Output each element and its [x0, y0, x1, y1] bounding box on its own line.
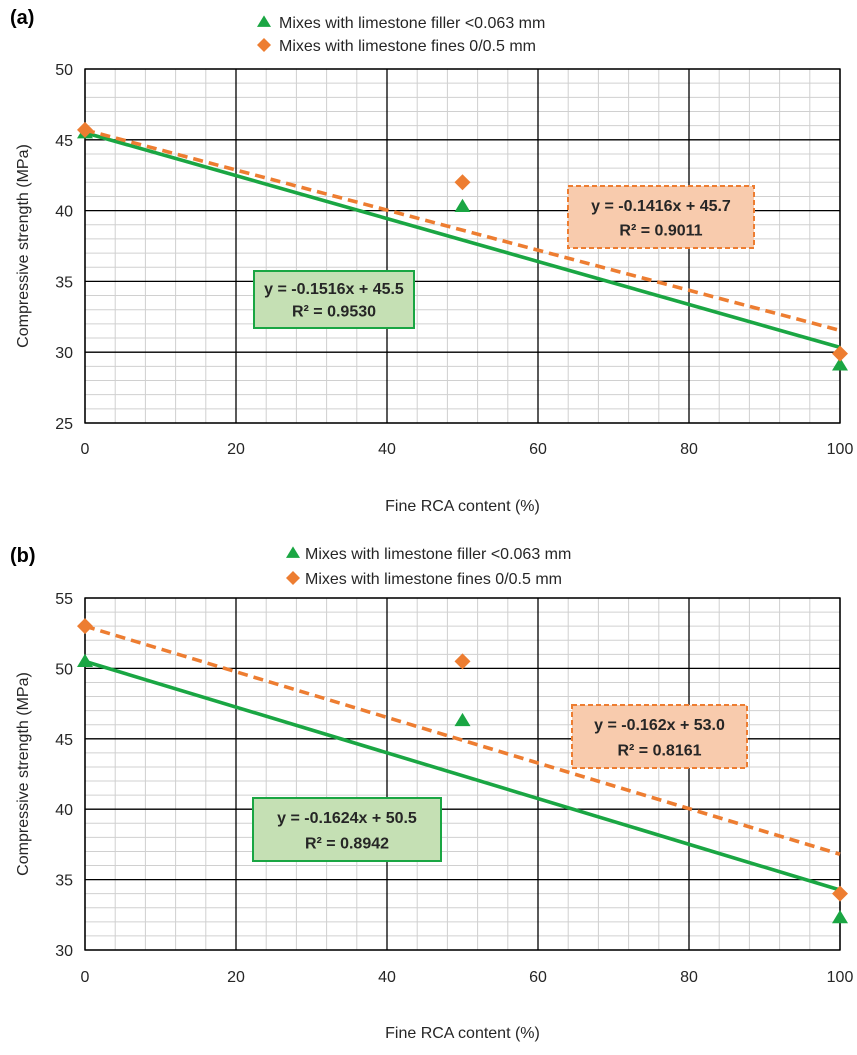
panel-label: (b) [10, 545, 36, 567]
y-tick-label: 35 [55, 274, 73, 291]
series-filler [84, 659, 841, 892]
equation-box-frame [253, 270, 415, 329]
trendline-equation-box: y = -0.162x + 53.0 R² = 0.8161 [571, 704, 748, 769]
x-tick-label: 20 [227, 441, 245, 458]
data-point-triangle [454, 198, 471, 212]
x-tick-label: 40 [378, 969, 396, 986]
plot-border [84, 68, 841, 424]
x-tick-label: 60 [529, 441, 547, 458]
x-axis-title: Fine RCA content (%) [385, 1025, 540, 1042]
y-tick-label: 35 [55, 873, 73, 890]
legend-marker [286, 571, 300, 585]
legend-label: Mixes with limestone filler <0.063 mm [279, 15, 545, 32]
markers-fines [77, 121, 848, 362]
legend: Mixes with limestone filler <0.063 mm Mix… [257, 15, 545, 55]
y-tick-label: 40 [55, 802, 73, 819]
equation-box-frame [252, 797, 442, 862]
data-point-diamond [832, 885, 848, 902]
chart-panel: 0 20 40 60 80 100 30 35 40 45 50 55 Fine RCA content… [10, 545, 853, 1042]
chart-panel: 0 20 40 60 80 100 25 30 35 40 45 50 Fine RCA content… [10, 7, 853, 515]
data-point-triangle [77, 653, 93, 667]
x-tick-label: 80 [680, 969, 698, 986]
legend: Mixes with limestone filler <0.063 mm Mix… [286, 546, 571, 588]
data-point-diamond [454, 174, 471, 191]
equation-box-frame [571, 704, 748, 769]
legend-marker [286, 546, 300, 558]
y-tick-label: 25 [55, 416, 73, 433]
y-tick-label: 55 [55, 591, 73, 608]
trendline-equation: y = -0.162x + 53.0 [594, 717, 725, 734]
trendline-r2: R² = 0.8161 [617, 742, 701, 759]
series-fines [84, 624, 841, 856]
data-point-triangle [832, 357, 848, 371]
panel-label: (a) [10, 7, 34, 29]
markers-fines [77, 618, 848, 902]
x-tick-label: 80 [680, 441, 698, 458]
x-tick-label: 60 [529, 969, 547, 986]
y-axis-title: Compressive strength (MPa) [15, 144, 32, 348]
series-fines [84, 128, 841, 333]
data-point-diamond [832, 345, 848, 362]
legend-label: Mixes with limestone fines 0/0.5 mm [279, 38, 536, 55]
data-point-diamond [77, 618, 93, 635]
trendline [84, 128, 841, 333]
x-tick-label: 40 [378, 441, 396, 458]
trendline-equation-box: y = -0.1516x + 45.5 R² = 0.9530 [253, 270, 415, 329]
y-tick-label: 30 [55, 943, 73, 960]
trendline-equation: y = -0.1416x + 45.7 [591, 198, 731, 215]
trendline-equation-box: y = -0.1624x + 50.5 R² = 0.8942 [252, 797, 442, 862]
y-tick-label: 45 [55, 133, 73, 150]
trendline-equation-box: y = -0.1416x + 45.7 R² = 0.9011 [567, 185, 755, 249]
trendline-equation: y = -0.1624x + 50.5 [277, 810, 417, 827]
trendline-r2: R² = 0.9530 [292, 304, 376, 321]
legend-marker [257, 38, 271, 52]
x-tick-label: 100 [827, 969, 854, 986]
legend-label: Mixes with limestone filler <0.063 mm [305, 546, 571, 563]
legend-label: Mixes with limestone fines 0/0.5 mm [305, 571, 562, 588]
trendline [84, 130, 841, 350]
plot-border [84, 597, 841, 951]
equation-box-frame [567, 185, 755, 249]
y-tick-label: 50 [55, 62, 73, 79]
y-axis-title: Compressive strength (MPa) [15, 672, 32, 876]
x-tick-label: 0 [81, 441, 90, 458]
data-point-diamond [454, 653, 471, 670]
x-axis-title: Fine RCA content (%) [385, 498, 540, 515]
data-point-triangle [832, 910, 848, 924]
y-tick-label: 50 [55, 661, 73, 678]
x-tick-label: 100 [827, 441, 854, 458]
x-tick-label: 20 [227, 969, 245, 986]
x-tick-label: 0 [81, 969, 90, 986]
trendline [84, 624, 841, 856]
markers-filler [77, 653, 848, 924]
series-filler [84, 130, 841, 350]
data-point-diamond [77, 121, 93, 138]
legend-marker [257, 15, 271, 27]
data-point-triangle [454, 712, 471, 727]
trendline-equation: y = -0.1516x + 45.5 [264, 281, 404, 298]
trendline-r2: R² = 0.9011 [619, 223, 702, 240]
y-tick-label: 30 [55, 345, 73, 362]
y-tick-label: 40 [55, 204, 73, 221]
y-tick-label: 45 [55, 732, 73, 749]
trendline [84, 659, 841, 892]
trendline-r2: R² = 0.8942 [305, 835, 389, 852]
